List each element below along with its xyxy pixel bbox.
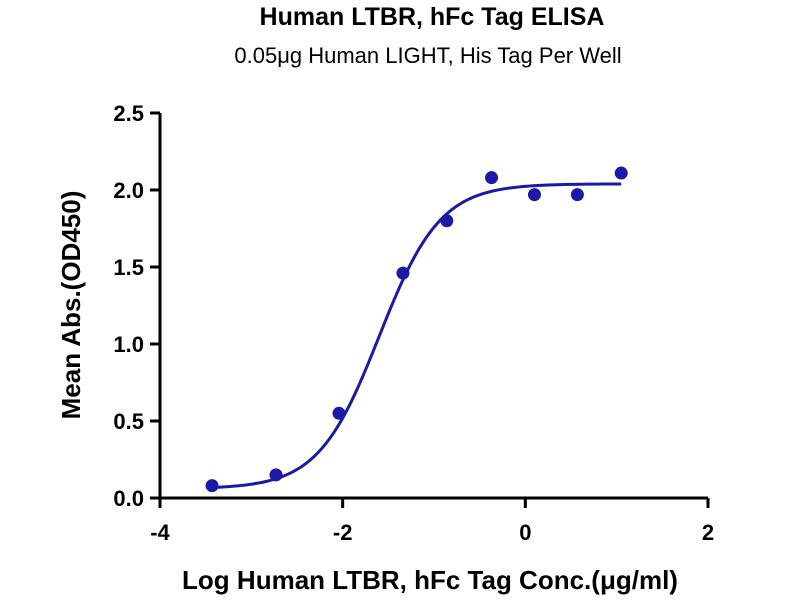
y-tick-label: 2.0 (113, 178, 144, 203)
data-point (614, 166, 628, 180)
x-tick-label: -4 (150, 520, 170, 545)
chart-subtitle: 0.05μg Human LIGHT, His Tag Per Well (234, 43, 621, 68)
data-points (205, 166, 628, 493)
x-tick-label: 2 (702, 520, 714, 545)
fit-curves (211, 182, 622, 489)
y-tick-label: 2.5 (113, 101, 144, 126)
y-tick-label: 1.5 (113, 255, 144, 280)
data-point (205, 479, 219, 493)
data-point (396, 266, 410, 280)
y-tick-label: 0.0 (113, 486, 144, 511)
data-point (332, 406, 346, 420)
data-point (440, 214, 454, 228)
y-tick-label: 0.5 (113, 409, 144, 434)
chart-title: Human LTBR, hFc Tag ELISA (260, 3, 605, 31)
x-tick-label: -2 (333, 520, 353, 545)
x-tick-label: 0 (519, 520, 531, 545)
y-axis-label: Mean Abs.(OD450) (56, 191, 86, 420)
y-tick-label: 1.0 (113, 332, 144, 357)
x-tick-labels: -4 -2 0 2 (150, 520, 714, 545)
x-axis-label: Log Human LTBR, hFc Tag Conc.(μg/ml) (182, 565, 678, 595)
axes (150, 111, 710, 508)
data-point (570, 188, 584, 202)
fit-curve (211, 182, 622, 489)
data-point (485, 171, 499, 185)
y-tick-labels: 0.0 0.5 1.0 1.5 2.0 2.5 (113, 101, 144, 511)
data-point (269, 468, 283, 482)
data-point (527, 188, 541, 202)
